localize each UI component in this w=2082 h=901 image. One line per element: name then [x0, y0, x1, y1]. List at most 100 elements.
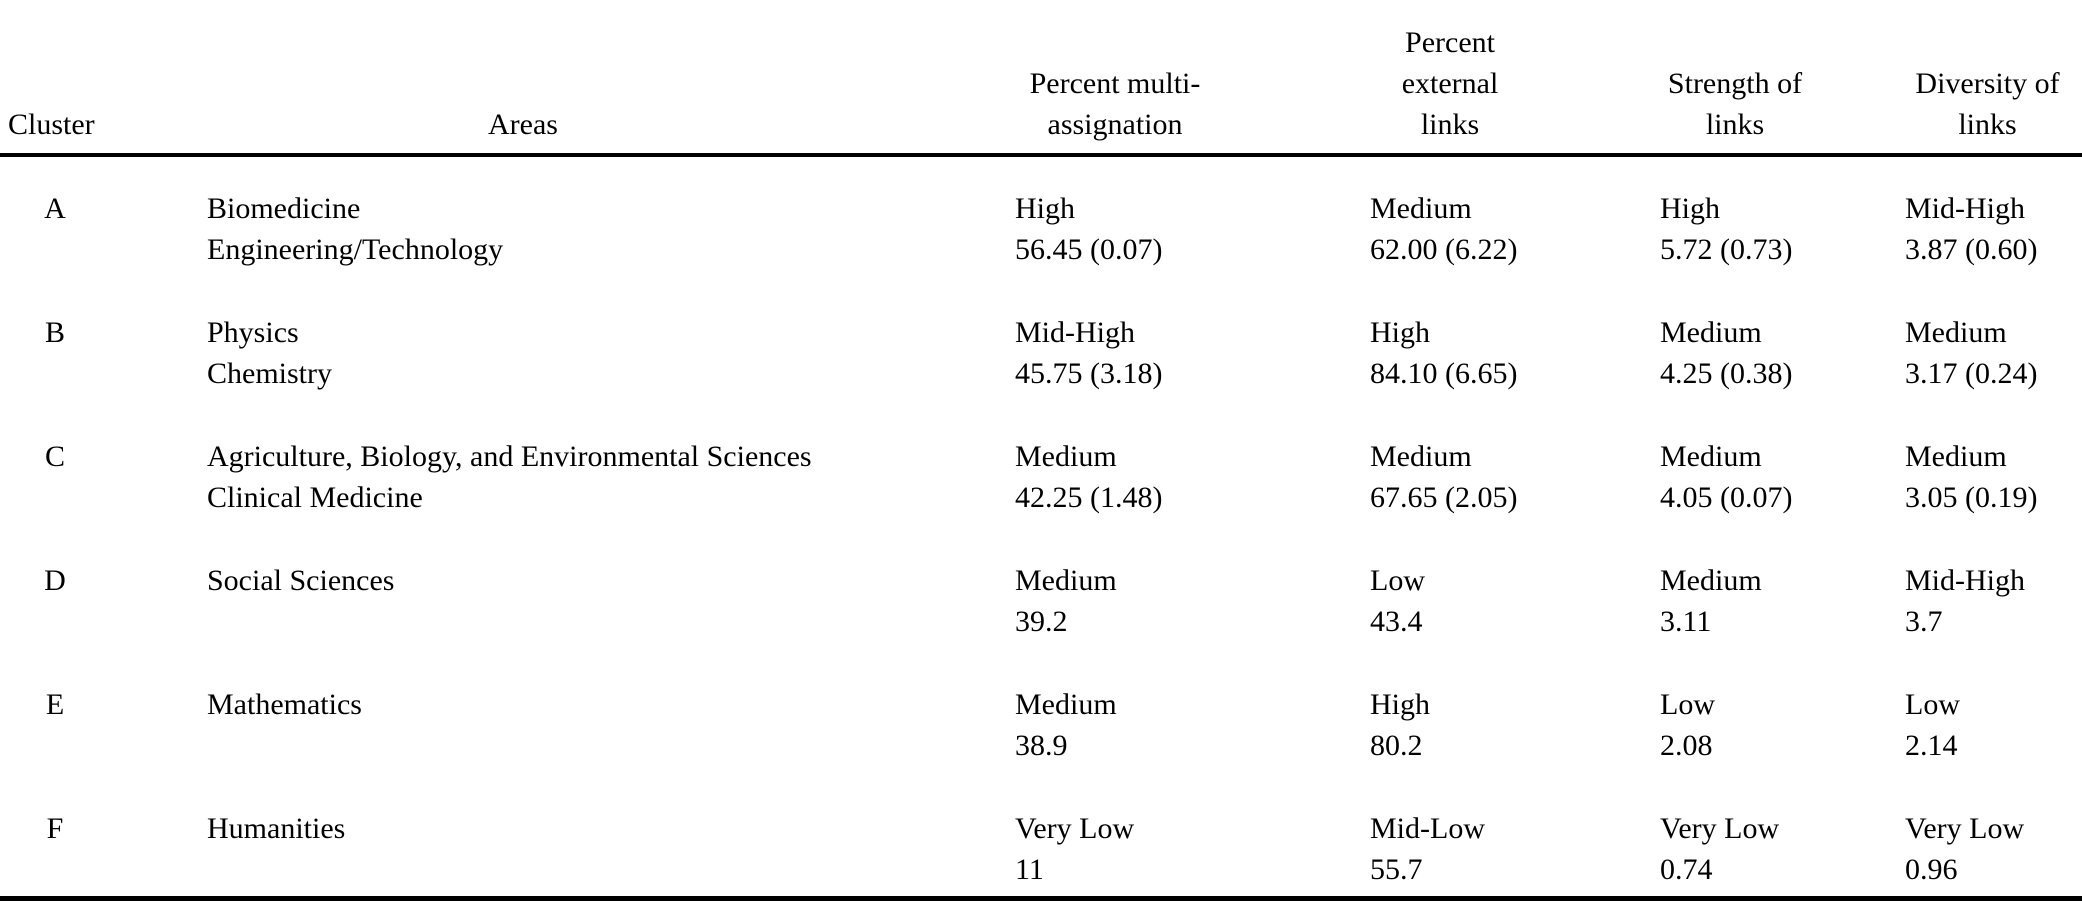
value-text: 2.08	[1660, 729, 1713, 762]
diversity-of-links-cell: Medium 3.05 (0.19)	[1880, 436, 2082, 518]
value-text: 4.05 (0.07)	[1660, 481, 1793, 514]
external-links-cell: Mid-Low 55.7	[1345, 808, 1635, 890]
level-label: Mid-High	[1905, 192, 2025, 225]
header-line: links	[1420, 108, 1480, 141]
col-header-external-links-lines: Percent external links	[1370, 22, 1530, 145]
external-links-cell: Low 43.4	[1345, 560, 1635, 642]
area-name: Physics	[207, 316, 299, 349]
cluster-letter: B	[44, 316, 65, 349]
value-text: 11	[1015, 853, 1044, 886]
diversity-of-links-cell: Mid-High 3.7	[1880, 560, 2082, 642]
level-label: Low	[1905, 688, 1960, 721]
level-label: Medium	[1905, 316, 2007, 349]
value-text: 2.14	[1905, 729, 1958, 762]
areas-cell: Agriculture, Biology, and Environmental …	[110, 436, 990, 518]
strength-of-links-cell: Very Low 0.74	[1635, 808, 1880, 890]
value-text: 3.7	[1905, 605, 1943, 638]
cluster-letter: A	[44, 192, 66, 225]
area-name: Clinical Medicine	[207, 481, 423, 514]
value-text: 4.25 (0.38)	[1660, 357, 1793, 390]
value-text: 67.65 (2.05)	[1370, 481, 1518, 514]
level-label: Medium	[1660, 316, 1762, 349]
value-text: 3.87 (0.60)	[1905, 233, 2038, 266]
multi-assignation-cell: Medium 42.25 (1.48)	[990, 436, 1345, 518]
area-name: Chemistry	[207, 357, 332, 390]
level-label: Low	[1370, 564, 1425, 597]
header-line: links	[1958, 108, 2017, 141]
value-text: 5.72 (0.73)	[1660, 233, 1793, 266]
value-text: 62.00 (6.22)	[1370, 233, 1518, 266]
col-header-multi-assignation-lines: Percent multi- assignation	[1015, 63, 1215, 145]
value-text: 84.10 (6.65)	[1370, 357, 1518, 390]
strength-of-links-cell: High 5.72 (0.73)	[1635, 188, 1880, 270]
value-text: 3.05 (0.19)	[1905, 481, 2038, 514]
level-label: Mid-High	[1905, 564, 2025, 597]
level-label: High	[1015, 192, 1075, 225]
header-line: Percent external	[1401, 26, 1499, 100]
header-line: Diversity of	[1915, 67, 2060, 100]
strength-of-links-cell: Medium 4.05 (0.07)	[1635, 436, 1880, 518]
value-text: 38.9	[1015, 729, 1068, 762]
header-line: assignation	[1047, 108, 1183, 141]
table-row: D Social Sciences Medium 39.2 Low 43.4 M…	[0, 560, 2082, 642]
col-header-diversity-of-links: Diversity of links	[1880, 63, 2082, 145]
level-label: Medium	[1015, 440, 1117, 473]
table-row: C Agriculture, Biology, and Environmenta…	[0, 436, 2082, 518]
level-label: Medium	[1905, 440, 2007, 473]
external-links-cell: High 84.10 (6.65)	[1345, 312, 1635, 394]
level-label: Medium	[1660, 564, 1762, 597]
diversity-of-links-cell: Very Low 0.96	[1880, 808, 2082, 890]
cluster-letter: D	[44, 564, 66, 597]
strength-of-links-cell: Medium 4.25 (0.38)	[1635, 312, 1880, 394]
level-label: High	[1370, 316, 1430, 349]
table-bottom-rule	[0, 896, 2082, 901]
table-row: F Humanities Very Low 11 Mid-Low 55.7 Ve…	[0, 808, 2082, 890]
table-header-row: Cluster Areas Percent multi- assignation…	[0, 0, 2082, 157]
multi-assignation-cell: Medium 38.9	[990, 684, 1345, 766]
area-name: Humanities	[207, 812, 346, 845]
header-line: Strength of	[1667, 67, 1803, 100]
level-label: Medium	[1370, 440, 1472, 473]
diversity-of-links-cell: Low 2.14	[1880, 684, 2082, 766]
level-label: Low	[1660, 688, 1715, 721]
level-label: Medium	[1015, 688, 1117, 721]
level-label: Very Low	[1660, 812, 1780, 845]
areas-cell: Social Sciences	[110, 560, 990, 601]
cluster-letter: E	[45, 688, 65, 721]
area-name: Social Sciences	[207, 564, 395, 597]
col-header-diversity-of-links-lines: Diversity of links	[1905, 63, 2070, 145]
area-name: Engineering/Technology	[207, 233, 504, 266]
value-text: 3.11	[1660, 605, 1712, 638]
value-text: 42.25 (1.48)	[1015, 481, 1163, 514]
external-links-cell: Medium 67.65 (2.05)	[1345, 436, 1635, 518]
areas-cell: Humanities	[110, 808, 990, 849]
strength-of-links-cell: Medium 3.11	[1635, 560, 1880, 642]
header-line: Percent multi-	[1029, 67, 1201, 100]
areas-cell: Physics Chemistry	[110, 312, 990, 394]
level-label: Mid-Low	[1370, 812, 1485, 845]
level-label: High	[1370, 688, 1430, 721]
area-name: Mathematics	[207, 688, 362, 721]
level-label: Medium	[1015, 564, 1117, 597]
level-label: High	[1660, 192, 1720, 225]
area-name: Agriculture, Biology, and Environmental …	[207, 440, 812, 473]
value-text: 0.74	[1660, 853, 1713, 886]
diversity-of-links-cell: Medium 3.17 (0.24)	[1880, 312, 2082, 394]
multi-assignation-cell: Very Low 11	[990, 808, 1345, 890]
value-text: 45.75 (3.18)	[1015, 357, 1163, 390]
table-row: B Physics Chemistry Mid-High 45.75 (3.18…	[0, 312, 2082, 394]
value-text: 39.2	[1015, 605, 1068, 638]
level-label: Mid-High	[1015, 316, 1135, 349]
areas-cell: Biomedicine Engineering/Technology	[110, 188, 990, 270]
value-text: 43.4	[1370, 605, 1423, 638]
table-row: A Biomedicine Engineering/Technology Hig…	[0, 188, 2082, 270]
col-header-cluster: Cluster	[8, 108, 95, 141]
multi-assignation-cell: High 56.45 (0.07)	[990, 188, 1345, 270]
col-header-areas: Areas	[488, 108, 558, 141]
col-header-multi-assignation: Percent multi- assignation	[990, 63, 1345, 145]
value-text: 3.17 (0.24)	[1905, 357, 2038, 390]
col-header-strength-of-links: Strength of links	[1635, 63, 1880, 145]
col-header-external-links: Percent external links	[1345, 22, 1635, 145]
level-label: Very Low	[1015, 812, 1135, 845]
